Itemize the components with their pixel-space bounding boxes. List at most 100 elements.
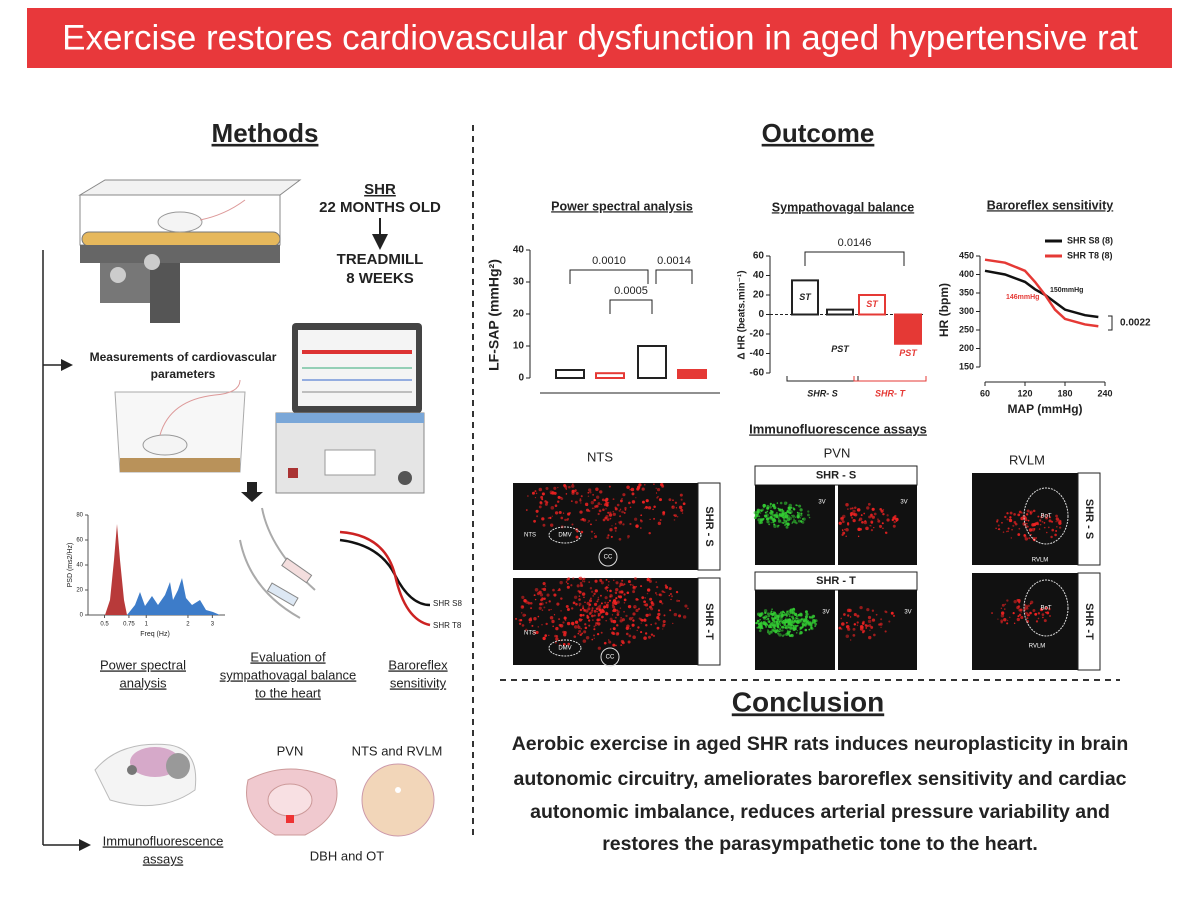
- bar: [677, 369, 707, 379]
- signal-dot: [796, 630, 799, 632]
- signal-dot: [892, 524, 896, 528]
- signal-dot: [1001, 603, 1005, 607]
- signal-dot: [871, 609, 875, 612]
- signal-dot: [755, 622, 758, 625]
- signal-dot: [603, 641, 607, 645]
- signal-dot: [890, 611, 894, 615]
- signal-dot: [791, 522, 793, 524]
- signal-dot: [636, 598, 639, 601]
- signal-dot: [604, 596, 608, 600]
- signal-dot: [840, 628, 843, 630]
- signal-dot: [873, 512, 877, 516]
- signal-dot: [788, 613, 791, 616]
- signal-dot: [784, 515, 789, 519]
- signal-dot: [778, 633, 782, 637]
- signal-dot: [777, 616, 780, 619]
- signal-dot: [1032, 523, 1037, 527]
- signal-dot: [845, 527, 849, 532]
- signal-dot: [549, 523, 554, 527]
- signal-dot: [1000, 621, 1003, 624]
- signal-dot: [871, 507, 875, 511]
- group-label: SHR- S: [807, 388, 838, 398]
- signal-dot: [533, 594, 536, 597]
- signal-dot: [588, 581, 590, 583]
- signal-dot: [604, 516, 608, 520]
- y-tick-label: 150: [959, 361, 974, 371]
- signal-dot: [616, 632, 620, 635]
- signal-dot: [793, 518, 795, 521]
- panel-label: PVN: [824, 445, 851, 460]
- signal-dot: [804, 615, 808, 619]
- signal-dot: [800, 521, 802, 523]
- signal-dot: [581, 592, 586, 596]
- signal-dot: [529, 622, 531, 624]
- signal-dot: [616, 609, 618, 612]
- signal-dot: [1058, 521, 1062, 525]
- signal-dot: [648, 613, 652, 617]
- bar: [858, 294, 886, 316]
- signal-dot: [521, 605, 524, 608]
- signal-dot: [593, 625, 596, 628]
- signal-dot: [614, 507, 618, 511]
- signal-dot: [567, 582, 569, 585]
- signal-dot: [626, 591, 630, 595]
- bar: [894, 313, 922, 345]
- region-label: 3V: [818, 500, 825, 506]
- y-tick-label: 20: [753, 290, 765, 301]
- signal-dot: [558, 618, 561, 621]
- signal-dot: [789, 624, 792, 628]
- signal-dot: [560, 597, 563, 600]
- bar: [595, 372, 625, 380]
- signal-dot: [781, 629, 784, 632]
- signal-dot: [764, 511, 767, 514]
- signal-dot: [807, 510, 810, 513]
- signal-dot: [795, 614, 797, 617]
- signal-dot: [757, 518, 761, 522]
- signal-dot: [535, 509, 539, 513]
- signal-dot: [783, 501, 788, 505]
- signal-dot: [782, 610, 784, 612]
- signal-dot: [596, 600, 599, 603]
- signal-dot: [617, 595, 621, 598]
- signal-dot: [799, 619, 801, 622]
- signal-dot: [1006, 512, 1009, 515]
- signal-dot: [558, 510, 562, 515]
- signal-dot: [599, 490, 603, 494]
- signal-dot: [870, 513, 873, 517]
- signal-dot: [644, 597, 647, 599]
- signal-dot: [606, 536, 610, 540]
- signal-dot: [542, 636, 546, 641]
- signal-dot: [1041, 613, 1045, 616]
- signal-dot: [524, 614, 527, 616]
- signal-dot: [525, 509, 528, 511]
- conclusion-line: Aerobic exercise in aged SHR rats induce…: [512, 733, 1129, 755]
- signal-dot: [1045, 531, 1048, 534]
- legend-label: SHR T8 (8): [1067, 250, 1113, 260]
- signal-dot: [880, 618, 883, 621]
- label: NTS and RVLM: [352, 743, 443, 758]
- axis-label: PSD (ms2/Hz): [67, 543, 74, 588]
- signal-dot: [759, 628, 762, 631]
- axis-label: Δ HR (beats.min⁻¹): [737, 270, 748, 359]
- signal-dot: [1028, 528, 1033, 532]
- signal-dot: [518, 622, 522, 625]
- signal-dot: [1051, 520, 1054, 523]
- signal-dot: [779, 628, 782, 631]
- signal-dot: [557, 495, 561, 499]
- signal-dot: [622, 493, 626, 497]
- signal-dot: [997, 524, 1000, 527]
- signal-dot: [586, 504, 588, 507]
- signal-dot: [852, 509, 856, 514]
- signal-dot: [621, 510, 624, 514]
- p-value: 0.0146: [838, 237, 872, 249]
- signal-dot: [1055, 520, 1057, 523]
- signal-dot: [781, 626, 784, 629]
- signal-dot: [670, 595, 674, 598]
- signal-dot: [664, 624, 666, 626]
- signal-dot: [1019, 608, 1023, 612]
- signal-dot: [772, 517, 775, 521]
- chart-title: Sympathovagal balance: [772, 200, 914, 214]
- signal-dot: [605, 578, 608, 581]
- signal-dot: [574, 620, 579, 624]
- signal-dot: [567, 642, 571, 646]
